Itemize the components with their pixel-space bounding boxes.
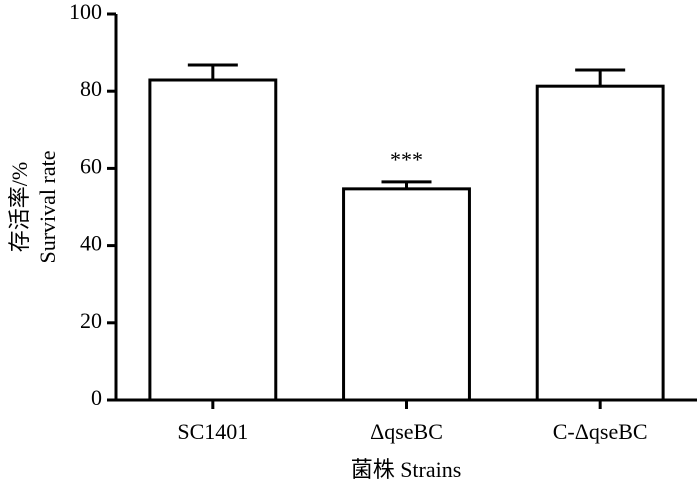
x-tick-label: ΔqseBC xyxy=(370,419,443,444)
y-tick-label: 40 xyxy=(80,231,102,256)
bar xyxy=(535,84,665,402)
x-tick-label: C-ΔqseBC xyxy=(553,419,648,444)
x-tick-label: SC1401 xyxy=(177,419,248,444)
bar xyxy=(342,187,471,402)
x-axis-label: 菌株 Strains xyxy=(351,457,462,482)
y-tick-label: 60 xyxy=(80,153,102,178)
annotation: *** xyxy=(390,147,423,172)
bar xyxy=(148,78,278,402)
y-tick-label: 80 xyxy=(80,76,102,101)
y-tick-label: 100 xyxy=(69,0,102,24)
y-tick-label: 0 xyxy=(91,385,102,410)
y-axis-label: Survival rate xyxy=(35,150,60,263)
y-tick-label: 20 xyxy=(80,308,102,333)
y-axis-label: 存活率/% xyxy=(7,162,32,252)
